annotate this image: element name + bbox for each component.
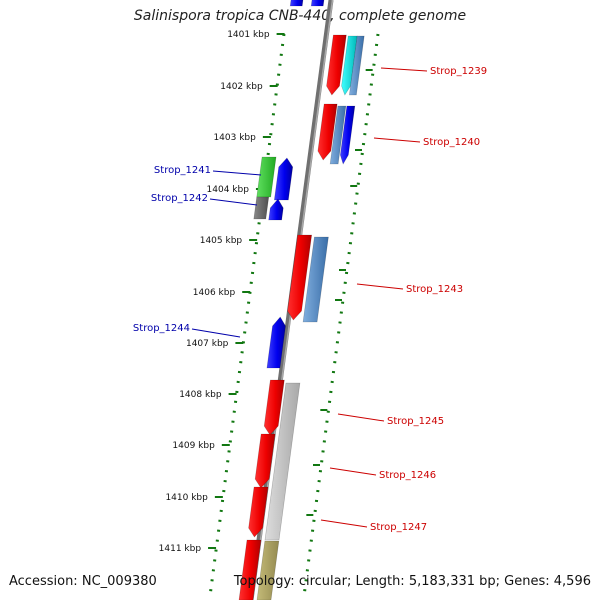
map-title: Salinispora tropica CNB-440, complete ge…	[133, 8, 467, 24]
gene-features	[238, 0, 365, 600]
length-value: 5,183,331 bp;	[408, 574, 501, 589]
genes-label: Genes:	[504, 574, 550, 589]
gene-label-plus[interactable]: Strop_1239	[430, 66, 487, 77]
gene-label-leader	[380, 67, 428, 72]
ruler-tick-label: 1404 kbp	[207, 185, 250, 195]
gene-feature-strop-1240-steel[interactable]	[329, 105, 347, 165]
ruler-tick-label: 1411 kbp	[159, 544, 202, 554]
gene-feature-strop-1240-blue[interactable]	[340, 105, 356, 165]
gene-label-leader	[212, 170, 262, 176]
gene-label-leader	[373, 137, 421, 143]
ruler-tick-label: 1403 kbp	[213, 133, 256, 143]
ruler-tick-label: 1408 kbp	[179, 390, 222, 400]
gene-feature-strop-1243-steel[interactable]	[302, 236, 329, 323]
gene-feature-strop-1241-blue[interactable]	[273, 157, 294, 201]
gene-feature-strop-1239-steel[interactable]	[348, 35, 365, 96]
gene-feature-strop-1239-red[interactable]	[326, 34, 347, 96]
ruler-tick-label: 1402 kbp	[220, 82, 263, 92]
gene-label-plus[interactable]: Strop_1245	[387, 416, 444, 427]
gene-label-leader	[191, 328, 241, 338]
gene-feature-strop-1243-red[interactable]	[287, 234, 313, 321]
gene-feature-olive[interactable]	[256, 540, 280, 600]
gene-label-leader	[356, 283, 404, 290]
gene-feature-strop-1240-red[interactable]	[317, 103, 338, 161]
gene-feature-strop-1242-gray[interactable]	[253, 196, 270, 220]
ruler-tick-label: 1410 kbp	[165, 493, 208, 503]
gene-feature-strop-1245-gray[interactable]	[264, 382, 301, 541]
gene-feature-partial[interactable]	[310, 0, 325, 7]
ruler-tick-label: 1405 kbp	[200, 236, 243, 246]
gene-label-leader	[209, 198, 258, 206]
ruler-tick-label: 1407 kbp	[186, 339, 229, 349]
gene-feature-strop-1245-red[interactable]	[263, 379, 285, 436]
gene-label-minus[interactable]: Strop_1244	[133, 323, 190, 334]
ruler-ticks: 1401 kbp 1402 kbp 1403 kbp 1404 kbp 1405 kbp…	[159, 30, 373, 554]
topology-value: circular;	[298, 574, 352, 589]
gene-feature-red-bottom[interactable]	[238, 539, 262, 600]
genome-stats: Topology: circular; Length: 5,183,331 bp…	[234, 574, 591, 589]
gene-label-plus[interactable]: Strop_1246	[379, 470, 436, 481]
topology-label: Topology:	[233, 574, 295, 589]
gene-feature-strop-1246-red[interactable]	[254, 433, 276, 489]
accession-info: Accession: NC_009380	[9, 574, 157, 589]
gene-feature-strop-1242-blue[interactable]	[268, 198, 284, 221]
gene-labels: Strop_1239 Strop_1240 Strop_1243 Strop_1245…	[133, 66, 487, 533]
gene-label-plus[interactable]: Strop_1243	[406, 284, 463, 295]
length-label: Length:	[355, 574, 405, 589]
ruler-tick-label: 1409 kbp	[172, 441, 215, 451]
gene-feature-strop-1239-cyan[interactable]	[341, 35, 358, 96]
gene-feature-strop-1241-green[interactable]	[256, 156, 277, 198]
gene-label-minus[interactable]: Strop_1242	[151, 193, 208, 204]
gene-label-plus[interactable]: Strop_1240	[423, 137, 480, 148]
accession-label: Accession:	[9, 574, 78, 589]
gene-label-leader	[320, 519, 368, 528]
gene-feature-partial[interactable]	[289, 0, 304, 7]
gene-label-plus[interactable]: Strop_1247	[370, 522, 427, 533]
gene-feature-strop-1244-blue[interactable]	[266, 316, 286, 369]
gene-label-minus[interactable]: Strop_1241	[154, 165, 211, 176]
ruler-tick-label: 1406 kbp	[193, 288, 236, 298]
gene-label-leader	[329, 467, 377, 476]
gene-feature-strop-1247-red[interactable]	[248, 486, 269, 538]
gene-label-leader	[337, 413, 385, 422]
accession-value: NC_009380	[81, 574, 157, 589]
ruler-tick-label: 1401 kbp	[227, 30, 270, 40]
genes-value: 4,596	[553, 574, 591, 589]
